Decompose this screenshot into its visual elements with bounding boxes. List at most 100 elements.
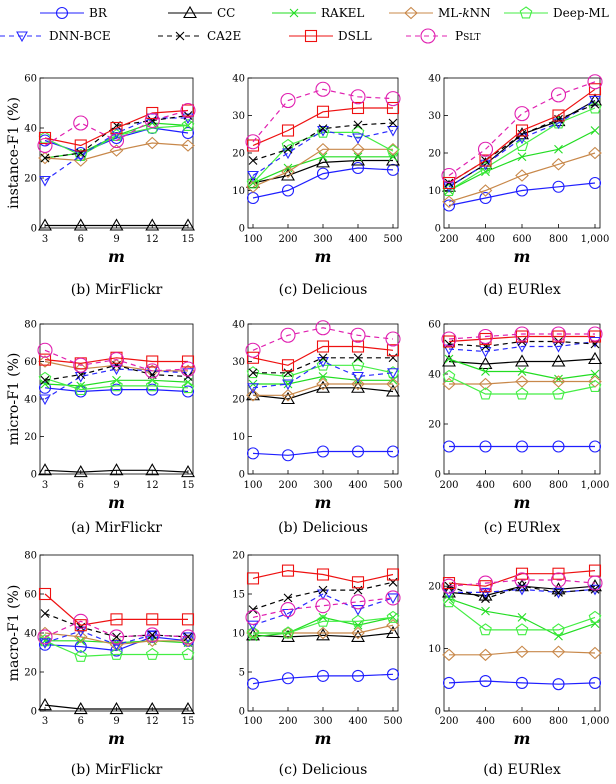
data-point — [442, 676, 456, 689]
data-point — [110, 647, 123, 660]
data-point — [73, 357, 89, 373]
data-point — [280, 327, 296, 343]
data-point — [515, 169, 529, 182]
data-point — [478, 356, 493, 370]
x-tick-label: 300 — [313, 234, 332, 245]
series-dsll — [246, 101, 400, 152]
series-line — [252, 345, 394, 366]
data-point — [441, 578, 457, 594]
x-tick-label: 800 — [549, 716, 568, 727]
series-dsll — [38, 351, 195, 370]
series-dsll — [442, 330, 602, 348]
x-tick-label: 1,000 — [581, 480, 610, 491]
data-point — [318, 124, 328, 134]
data-point — [587, 575, 603, 591]
x-tick-label: 6 — [78, 716, 84, 727]
data-point — [247, 170, 259, 182]
data-point — [282, 379, 294, 391]
x-tick-label: 400 — [476, 480, 495, 491]
data-point — [316, 445, 330, 458]
data-point — [388, 353, 398, 363]
data-point — [588, 676, 602, 689]
series-ml-knn — [442, 146, 602, 208]
x-axis-label: m — [315, 729, 332, 748]
x-tick-label: 500 — [383, 234, 402, 245]
series-line — [448, 182, 596, 207]
x-tick-label: 15 — [182, 234, 195, 245]
data-point — [350, 89, 366, 105]
data-point — [112, 632, 121, 642]
data-point — [442, 183, 456, 196]
data-point — [386, 568, 400, 581]
data-point — [479, 587, 492, 599]
series-cc — [38, 218, 195, 231]
data-point — [316, 628, 330, 641]
series-line — [44, 377, 189, 391]
series-deep-ml — [38, 371, 195, 396]
data-point — [442, 577, 456, 590]
data-point — [387, 368, 399, 379]
series-line — [253, 383, 393, 396]
x-tick-label: 12 — [146, 234, 159, 245]
data-point — [283, 368, 293, 378]
series-line — [448, 107, 596, 192]
series-line — [449, 380, 595, 385]
series-line — [252, 597, 394, 618]
data-point — [588, 176, 602, 190]
data-point — [386, 668, 400, 681]
data-point — [248, 632, 258, 642]
series-line — [44, 142, 189, 162]
series-dsll — [442, 564, 602, 593]
data-point — [316, 614, 330, 627]
data-point — [517, 152, 527, 162]
chart-5-b-delicious: 0 10 20 30 40 100 200 300 400 500 m (b) Delicious — [232, 320, 402, 537]
data-point — [479, 623, 492, 636]
data-point — [590, 619, 600, 629]
data-point — [246, 389, 260, 402]
data-point — [246, 572, 260, 585]
legend-entry-dnn-bce: DNN-BCE — [0, 29, 111, 43]
series-br — [246, 161, 400, 205]
data-point — [318, 372, 328, 381]
data-point — [588, 646, 602, 660]
data-point — [479, 154, 492, 167]
y-tick-label: 40 — [232, 320, 245, 331]
x-axis-label: m — [514, 247, 531, 266]
data-point — [478, 648, 493, 662]
y-tick-label: 0 — [31, 470, 37, 481]
y-tick-label: 0 — [239, 707, 245, 718]
data-point — [281, 389, 295, 402]
data-point — [442, 369, 456, 382]
data-point — [318, 585, 328, 595]
series-line — [448, 579, 596, 587]
data-point — [108, 132, 125, 149]
data-point — [74, 382, 88, 396]
data-point — [73, 701, 88, 715]
series-line — [252, 88, 394, 143]
data-point — [551, 158, 566, 171]
x-tick-label: 800 — [549, 234, 568, 245]
data-point — [551, 645, 566, 658]
data-point — [515, 676, 529, 689]
series-pslt — [37, 613, 196, 645]
data-point — [515, 645, 529, 658]
data-point — [351, 125, 365, 138]
series-line — [448, 570, 596, 587]
data-point — [181, 613, 195, 626]
legend-label: CC — [217, 6, 235, 20]
data-point — [515, 124, 529, 137]
data-point — [588, 101, 602, 114]
data-point — [316, 380, 330, 393]
chart-9-d-eurlex: 0 10 20 200 400 600 800 1,000 m (d) EURlex — [428, 554, 609, 778]
data-point — [479, 161, 492, 174]
series-line — [252, 593, 394, 626]
data-point — [40, 153, 50, 163]
y-tick-label: 5 — [239, 668, 245, 679]
x-tick-label: 300 — [313, 480, 332, 491]
data-point — [108, 352, 125, 368]
data-point — [246, 677, 260, 690]
y-tick-label: 20 — [232, 551, 245, 562]
subfigure-caption: (b) MirFlickr — [71, 762, 163, 778]
series-dsll — [442, 83, 602, 190]
series-line — [252, 360, 394, 389]
